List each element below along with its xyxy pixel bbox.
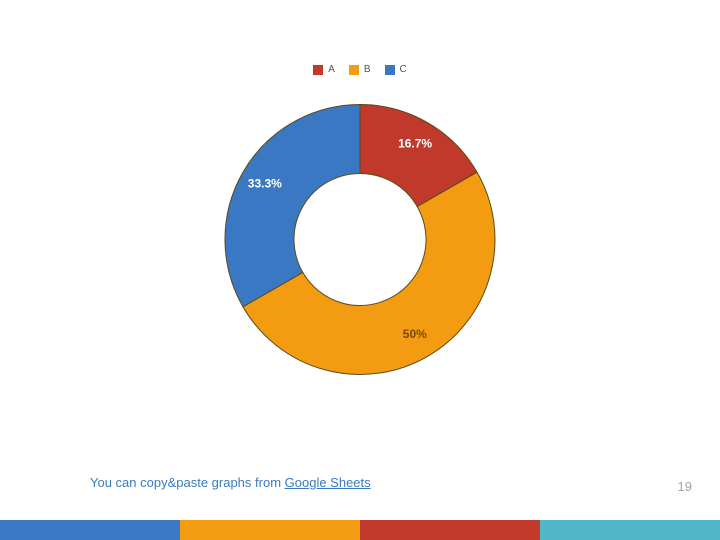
- legend-item-a: A: [313, 64, 335, 75]
- slice-label-a: 16.7%: [398, 136, 432, 150]
- legend-swatch-b: [349, 65, 359, 75]
- slice-label-b: 50%: [403, 327, 427, 341]
- legend-label-a: A: [328, 64, 335, 75]
- legend-label-b: B: [364, 64, 371, 75]
- bar-segment-3: [360, 520, 540, 540]
- legend-label-c: C: [400, 64, 407, 75]
- donut-hole: [295, 175, 425, 305]
- legend-item-b: B: [349, 64, 371, 75]
- donut-chart: 16.7% 50% 33.3%: [210, 90, 510, 395]
- bar-segment-1: [0, 520, 180, 540]
- legend-swatch-a: [313, 65, 323, 75]
- page-number: 19: [678, 479, 692, 494]
- bottom-accent-bar: [0, 520, 720, 540]
- bar-segment-2: [180, 520, 360, 540]
- footer-prefix: You can copy&paste graphs from: [90, 475, 285, 490]
- bar-segment-4: [540, 520, 720, 540]
- chart-legend: A B C: [0, 64, 720, 75]
- slice-label-c: 33.3%: [248, 177, 282, 191]
- chart-area: A B C 16.7% 50% 33.3%: [0, 0, 720, 460]
- legend-item-c: C: [385, 64, 407, 75]
- footer-link[interactable]: Google Sheets: [285, 475, 371, 490]
- legend-swatch-c: [385, 65, 395, 75]
- footer-caption: You can copy&paste graphs from Google Sh…: [90, 475, 371, 490]
